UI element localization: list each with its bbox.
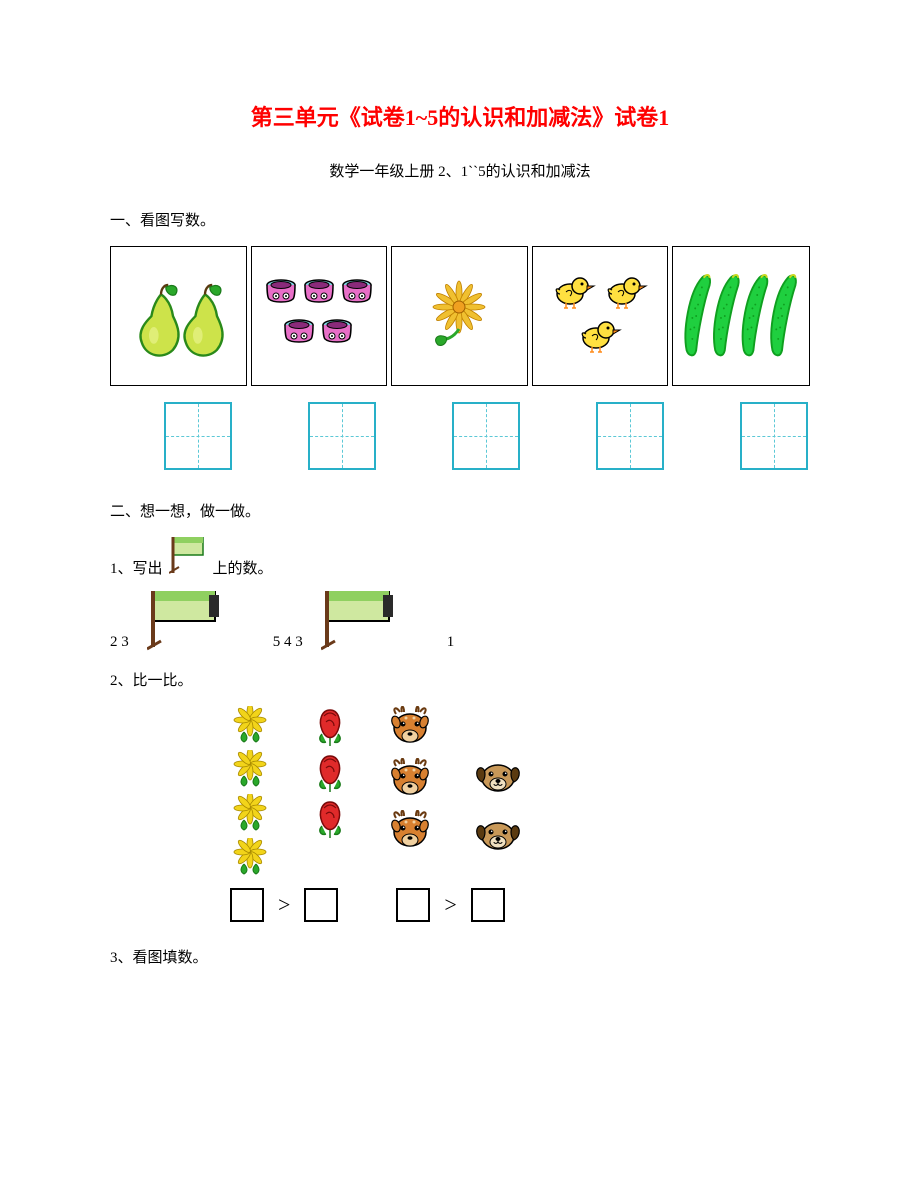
compare-box[interactable] xyxy=(304,888,338,922)
compare-box[interactable] xyxy=(471,888,505,922)
flag-large-icon xyxy=(147,591,223,651)
dog-icon xyxy=(476,758,522,798)
answer-box[interactable] xyxy=(308,402,376,470)
q2-1-prefix: 1、写出 xyxy=(110,562,163,577)
answer-box[interactable] xyxy=(740,402,808,470)
q2-2-compare-grid xyxy=(230,706,810,878)
q1-cell-flower xyxy=(391,246,528,386)
q2-1-nums-b: 5 4 3 xyxy=(273,634,303,651)
q2-1-nums-a: 2 3 xyxy=(110,634,129,651)
q2-1-flags-row: 2 3 5 4 3 1 xyxy=(110,591,810,651)
q2-1-nums-c: 1 xyxy=(447,634,455,651)
section2-heading: 二、想一想，做一做。 xyxy=(110,500,810,521)
red-flower-icon xyxy=(310,798,350,840)
red-flower-icon xyxy=(310,752,350,794)
q1-cell-cucumbers xyxy=(672,246,810,386)
q2-1-prompt: 1、写出 上的数。 xyxy=(110,537,810,577)
answer-box[interactable] xyxy=(452,402,520,470)
answer-box[interactable] xyxy=(164,402,232,470)
section1-heading: 一、看图写数。 xyxy=(110,209,810,230)
flag-large-icon xyxy=(321,591,397,651)
compare-col-dogs xyxy=(476,706,522,878)
page-title: 第三单元《试卷1~5的认识和加减法》试卷1 xyxy=(110,100,810,132)
yellow-flower-icon xyxy=(230,838,270,878)
compare-col-red-flowers xyxy=(310,706,350,878)
q1-picture-row xyxy=(110,246,810,386)
q2-1-suffix: 上的数。 xyxy=(213,562,273,577)
chicks-icon xyxy=(540,266,660,366)
q2-3-label: 3、看图填数。 xyxy=(110,946,810,967)
q2-2-answer-row: > > xyxy=(230,888,810,922)
compare-col-yellow-flowers xyxy=(230,706,270,878)
pears-icon xyxy=(123,271,233,361)
deer-icon xyxy=(390,706,436,748)
flag-icon xyxy=(169,537,207,577)
deer-icon xyxy=(390,758,436,800)
cucumbers-icon xyxy=(679,256,803,376)
compare-box[interactable] xyxy=(230,888,264,922)
q1-cell-pears xyxy=(110,246,247,386)
sharpeners-icon xyxy=(259,271,379,361)
gt-sign: > xyxy=(444,892,456,918)
page-subtitle: 数学一年级上册 2、1``5的认识和加减法 xyxy=(110,160,810,181)
compare-col-deer xyxy=(390,706,436,878)
compare-box[interactable] xyxy=(396,888,430,922)
q1-answer-boxes xyxy=(110,402,810,470)
yellow-flower-icon xyxy=(230,706,270,746)
yellow-flower-icon xyxy=(230,750,270,790)
dog-icon xyxy=(476,816,522,856)
gt-sign: > xyxy=(278,892,290,918)
chrysanthemum-icon xyxy=(414,271,504,361)
deer-icon xyxy=(390,810,436,852)
q2-2-label: 2、比一比。 xyxy=(110,669,810,690)
answer-box[interactable] xyxy=(596,402,664,470)
q1-cell-sharpeners xyxy=(251,246,388,386)
red-flower-icon xyxy=(310,706,350,748)
yellow-flower-icon xyxy=(230,794,270,834)
q1-cell-chicks xyxy=(532,246,669,386)
